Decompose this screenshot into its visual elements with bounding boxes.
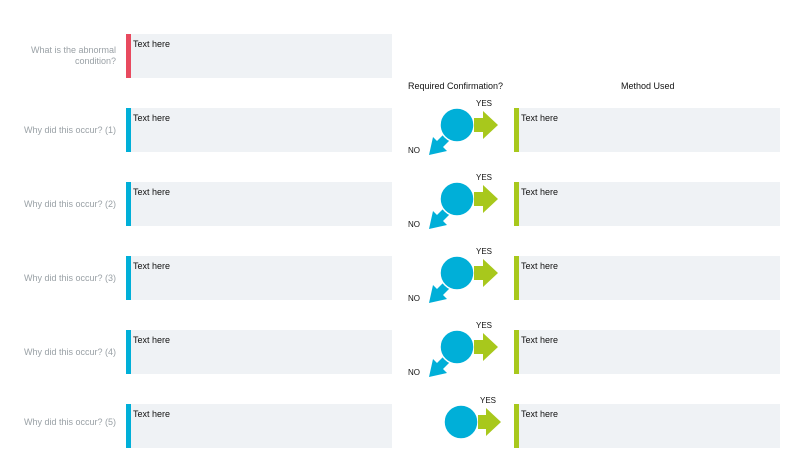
decision-circle bbox=[443, 404, 479, 440]
decision-graphic-1 bbox=[429, 107, 498, 155]
why-text-3: Text here bbox=[133, 261, 171, 271]
abnormal-accent-bar bbox=[126, 34, 131, 78]
why-accent-bar bbox=[126, 330, 131, 374]
no-label-2: NO bbox=[408, 220, 420, 229]
method-text-1: Text here bbox=[521, 113, 559, 123]
yes-label-1: YES bbox=[476, 99, 493, 108]
decision-graphic-4 bbox=[429, 329, 498, 377]
method-text-3: Text here bbox=[521, 261, 559, 271]
method-box-4[interactable]: Text here bbox=[514, 330, 780, 374]
method-text-4: Text here bbox=[521, 335, 559, 345]
yes-arrow-icon bbox=[474, 185, 498, 213]
why-box-4[interactable]: Text here bbox=[126, 330, 392, 374]
yes-label-5: YES bbox=[480, 396, 497, 405]
yes-label-4: YES bbox=[476, 321, 493, 330]
method-accent-bar bbox=[514, 256, 519, 300]
why-box-5[interactable]: Text here bbox=[126, 404, 392, 448]
abnormal-condition-text: Text here bbox=[133, 39, 171, 49]
method-accent-bar bbox=[514, 108, 519, 152]
yes-arrow-icon bbox=[478, 408, 501, 436]
no-label-1: NO bbox=[408, 146, 420, 155]
decision-node-3: YES NO bbox=[405, 247, 510, 307]
why-label-5: Why did this occur? (5) bbox=[23, 417, 116, 427]
method-accent-bar bbox=[514, 182, 519, 226]
decision-circle bbox=[439, 181, 475, 217]
why-accent-bar bbox=[126, 256, 131, 300]
method-text-2: Text here bbox=[521, 187, 559, 197]
why-text-2: Text here bbox=[133, 187, 171, 197]
decision-node-5: YES bbox=[405, 395, 510, 455]
method-text-5: Text here bbox=[521, 409, 559, 419]
decision-circle bbox=[439, 255, 475, 291]
yes-arrow-icon bbox=[474, 333, 498, 361]
yes-label-3: YES bbox=[476, 247, 493, 256]
method-accent-bar bbox=[514, 330, 519, 374]
why-accent-bar bbox=[126, 182, 131, 226]
method-box-1[interactable]: Text here bbox=[514, 108, 780, 152]
why-box-3[interactable]: Text here bbox=[126, 256, 392, 300]
decision-circle bbox=[439, 329, 475, 365]
why-text-4: Text here bbox=[133, 335, 171, 345]
why-label-3: Why did this occur? (3) bbox=[23, 273, 116, 283]
decision-graphic-2 bbox=[429, 181, 498, 229]
method-header: Method Used bbox=[621, 81, 675, 91]
why-label-4: Why did this occur? (4) bbox=[23, 347, 116, 357]
method-accent-bar bbox=[514, 404, 519, 448]
method-box-3[interactable]: Text here bbox=[514, 256, 780, 300]
no-label-3: NO bbox=[408, 294, 420, 303]
why-box-2[interactable]: Text here bbox=[126, 182, 392, 226]
why-accent-bar bbox=[126, 404, 131, 448]
why-text-1: Text here bbox=[133, 113, 171, 123]
decision-graphic-3 bbox=[429, 255, 498, 303]
no-label-4: NO bbox=[408, 368, 420, 377]
yes-arrow-icon bbox=[474, 259, 498, 287]
why-box-1[interactable]: Text here bbox=[126, 108, 392, 152]
confirmation-header: Required Confirmation? bbox=[408, 81, 504, 91]
why-label-1: Why did this occur? (1) bbox=[23, 125, 116, 135]
yes-arrow-icon bbox=[474, 111, 498, 139]
method-box-5[interactable]: Text here bbox=[514, 404, 780, 448]
decision-circle bbox=[439, 107, 475, 143]
yes-label-2: YES bbox=[476, 173, 493, 182]
method-box-2[interactable]: Text here bbox=[514, 182, 780, 226]
abnormal-condition-label: What is the abnormal condition? bbox=[30, 45, 116, 66]
decision-node-4: YES NO bbox=[405, 321, 510, 381]
decision-node-2: YES NO bbox=[405, 173, 510, 233]
decision-node-1: YES NO bbox=[405, 99, 510, 159]
why-accent-bar bbox=[126, 108, 131, 152]
why-label-2: Why did this occur? (2) bbox=[23, 199, 116, 209]
why-text-5: Text here bbox=[133, 409, 171, 419]
abnormal-condition-box[interactable]: Text here bbox=[126, 34, 392, 78]
decision-graphic-5 bbox=[443, 404, 501, 440]
